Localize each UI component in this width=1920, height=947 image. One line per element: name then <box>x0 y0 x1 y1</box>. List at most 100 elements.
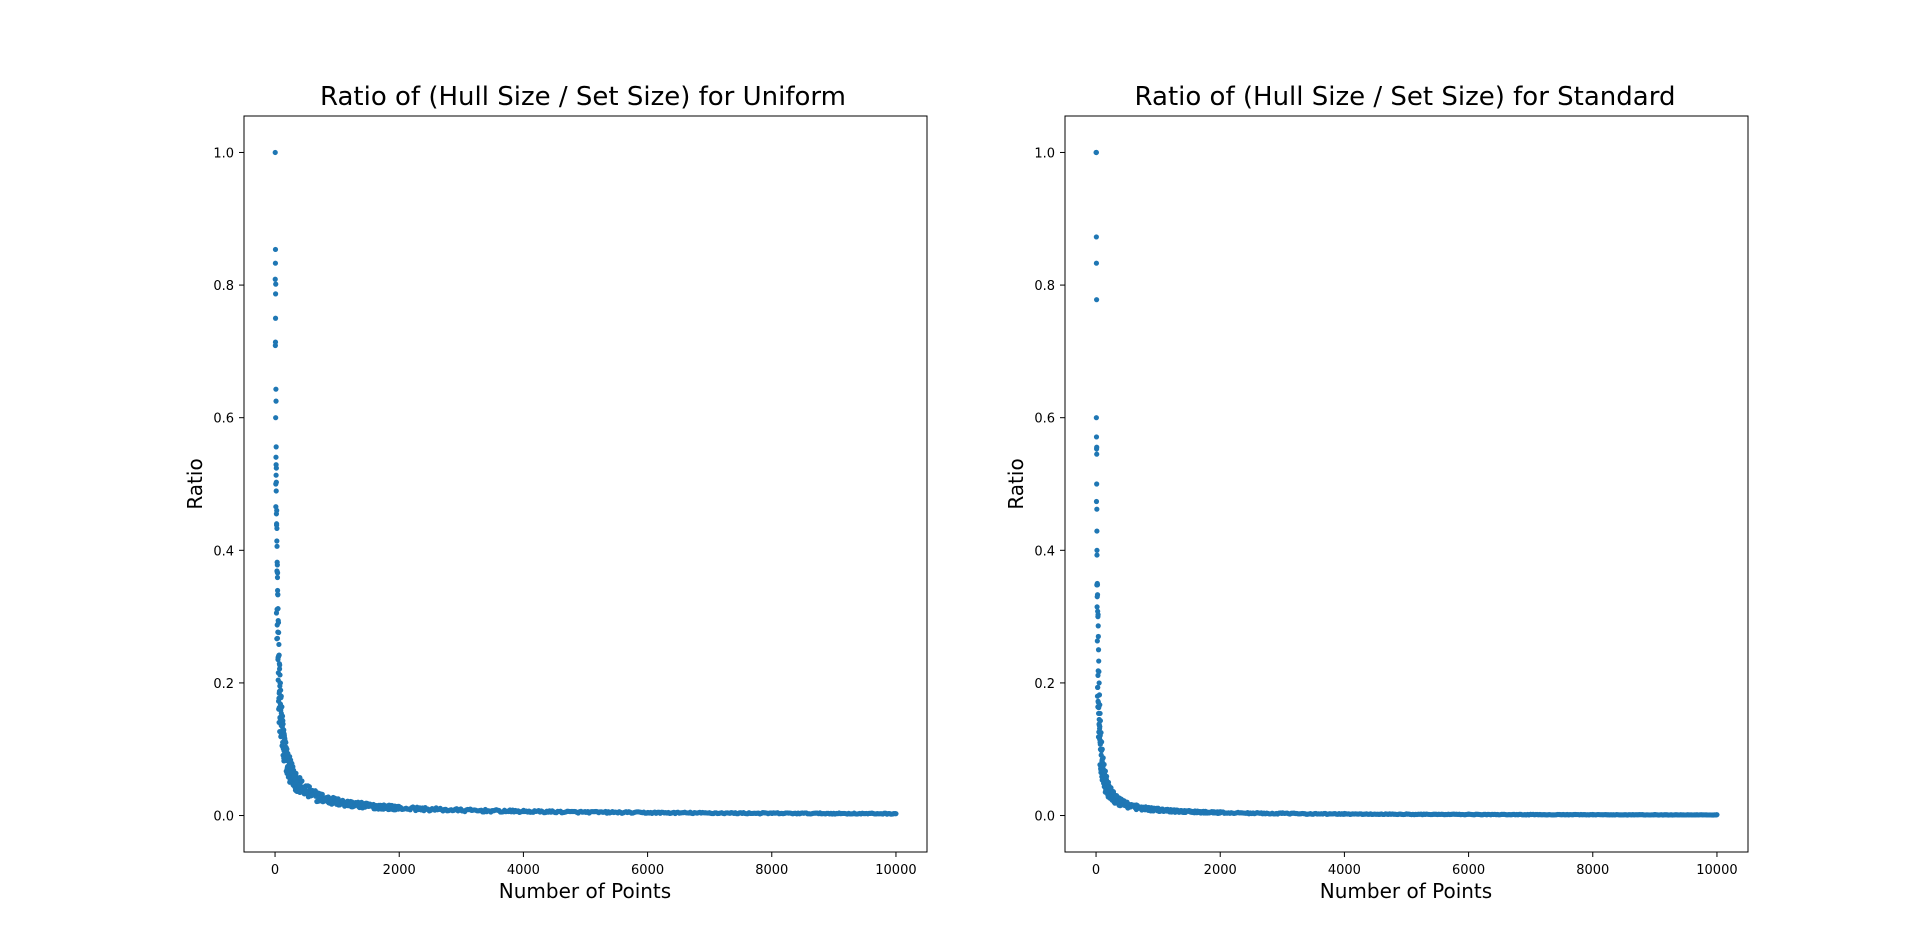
data-point <box>520 808 527 815</box>
data-point <box>273 481 279 487</box>
x-tick-label: 10000 <box>1696 863 1737 878</box>
data-point <box>1093 434 1100 440</box>
data-point <box>1118 796 1124 802</box>
y-tick-label: 0.0 <box>213 810 234 825</box>
data-point <box>1714 812 1720 818</box>
data-point <box>1403 811 1410 817</box>
data-point <box>281 733 287 739</box>
data-point <box>277 672 283 678</box>
data-point <box>1590 811 1596 818</box>
data-point <box>1094 297 1100 303</box>
data-point <box>1094 481 1100 487</box>
x-axis-label: Number of Points <box>499 879 671 903</box>
data-point <box>1094 604 1100 610</box>
data-point <box>272 315 279 321</box>
data-point <box>1101 761 1107 768</box>
data-point <box>309 792 315 798</box>
y-tick-label: 0.0 <box>1034 810 1055 825</box>
data-point <box>285 754 291 760</box>
data-point <box>893 811 899 817</box>
data-point <box>707 810 713 816</box>
data-point <box>582 809 589 815</box>
data-point <box>1094 582 1101 588</box>
data-points <box>272 149 899 817</box>
y-tick-label: 0.6 <box>1034 412 1055 427</box>
data-point <box>1096 692 1103 698</box>
data-point <box>1093 234 1099 240</box>
data-point <box>1095 633 1101 640</box>
data-point <box>272 276 278 282</box>
data-point <box>1099 746 1105 752</box>
y-tick-label: 0.8 <box>213 279 234 294</box>
data-point <box>1652 812 1658 818</box>
y-tick-label: 0.4 <box>213 544 234 559</box>
data-point <box>274 562 280 568</box>
data-point <box>1096 658 1102 664</box>
y-tick-label: 1.0 <box>213 146 234 161</box>
data-point <box>274 635 281 641</box>
data-point <box>284 749 290 756</box>
data-point <box>1097 724 1103 730</box>
data-point <box>1094 547 1100 553</box>
data-point <box>1124 799 1130 805</box>
data-point <box>279 713 286 719</box>
x-tick-label: 2000 <box>1204 863 1237 878</box>
data-point <box>276 641 282 648</box>
data-point <box>1093 149 1099 156</box>
y-tick-label: 1.0 <box>1034 146 1055 161</box>
data-point <box>274 521 280 527</box>
chart-title: Ratio of (Hull Size / Set Size) for Stan… <box>1135 82 1676 112</box>
data-point <box>1105 779 1112 785</box>
data-point <box>1098 730 1104 736</box>
data-point <box>273 281 279 287</box>
data-point <box>1097 710 1103 717</box>
y-axis-ticks: 0.0 0.2 0.4 0.6 0.8 1.0 <box>1034 146 1065 825</box>
data-point <box>274 525 280 532</box>
data-point <box>273 472 279 478</box>
data-point <box>346 801 353 807</box>
data-point <box>458 807 464 813</box>
data-point <box>1095 612 1101 618</box>
data-points <box>1093 149 1720 818</box>
y-axis-label: Ratio <box>183 458 207 509</box>
data-point <box>286 758 292 764</box>
data-point <box>1093 498 1100 505</box>
data-point <box>275 592 281 598</box>
data-point <box>1097 718 1103 724</box>
x-tick-label: 8000 <box>1576 863 1609 878</box>
data-point <box>277 680 283 686</box>
data-point <box>1095 647 1102 653</box>
x-tick-label: 6000 <box>631 863 664 878</box>
data-point <box>278 693 284 699</box>
chart-uniform: Ratio of (Hull Size / Set Size) for Unif… <box>183 82 928 903</box>
x-axis-ticks: 0 2000 4000 6000 8000 10000 <box>1092 852 1738 878</box>
data-point <box>282 738 288 744</box>
x-tick-label: 4000 <box>1328 863 1361 878</box>
data-point <box>1279 810 1285 816</box>
x-tick-label: 0 <box>1092 863 1100 878</box>
data-point <box>299 778 305 784</box>
data-point <box>1113 793 1120 799</box>
data-point <box>1110 789 1117 795</box>
data-point <box>273 444 279 450</box>
data-point <box>334 799 340 805</box>
data-point <box>277 662 283 668</box>
data-point <box>1094 506 1100 512</box>
plot-area-frame <box>243 115 928 853</box>
data-point <box>276 652 282 658</box>
data-point <box>1094 444 1100 450</box>
data-point <box>1186 807 1192 814</box>
data-point <box>1102 768 1108 774</box>
data-point <box>281 727 287 733</box>
data-point <box>831 810 837 817</box>
data-point <box>272 260 279 266</box>
data-point <box>275 606 281 612</box>
data-point <box>1094 592 1101 598</box>
data-point <box>644 810 651 816</box>
x-axis-label: Number of Points <box>1320 879 1492 903</box>
data-point <box>1093 260 1100 266</box>
data-point <box>1155 805 1161 811</box>
data-point <box>1217 809 1223 815</box>
y-tick-label: 0.2 <box>1034 677 1055 692</box>
